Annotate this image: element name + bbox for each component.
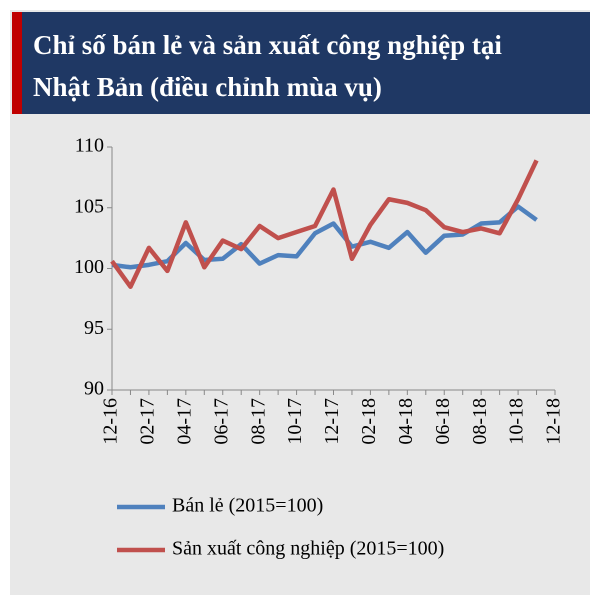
line-series [110, 159, 539, 289]
x-tick-label: 08-17 [247, 398, 269, 445]
x-tick-label: 10-17 [284, 398, 306, 445]
legend-label: Bán lẻ (2015=100) [172, 495, 323, 517]
x-tick-label: 12-16 [100, 398, 122, 445]
y-tick-label: 105 [74, 195, 104, 217]
x-tick-label: 04-18 [395, 398, 417, 445]
x-tick-label: 10-18 [506, 398, 528, 445]
x-tick-label: 06-17 [210, 398, 232, 445]
x-tick-label: 08-18 [469, 398, 491, 445]
y-tick-label: 90 [84, 378, 104, 400]
y-tick-label: 100 [74, 256, 104, 278]
chart-title: Chỉ số bán lẻ và sản xuất công nghiệp tạ… [33, 30, 502, 60]
x-tick-label: 06-18 [432, 398, 454, 445]
x-tick-label: 02-18 [358, 398, 380, 445]
legend-label: Sản xuất công nghiệp (2015=100) [172, 538, 444, 560]
title-box [12, 12, 590, 114]
x-tick-label: 12-17 [321, 398, 343, 445]
chart-title: Nhật Bản (điều chỉnh mùa vụ) [33, 72, 382, 102]
y-tick-label: 95 [84, 317, 104, 339]
x-tick-label: 04-17 [173, 398, 195, 445]
title-stripe [12, 12, 22, 114]
y-tick-label: 110 [75, 135, 104, 157]
x-tick-label: 02-17 [137, 398, 159, 445]
x-tick-label: 12-18 [543, 398, 565, 445]
